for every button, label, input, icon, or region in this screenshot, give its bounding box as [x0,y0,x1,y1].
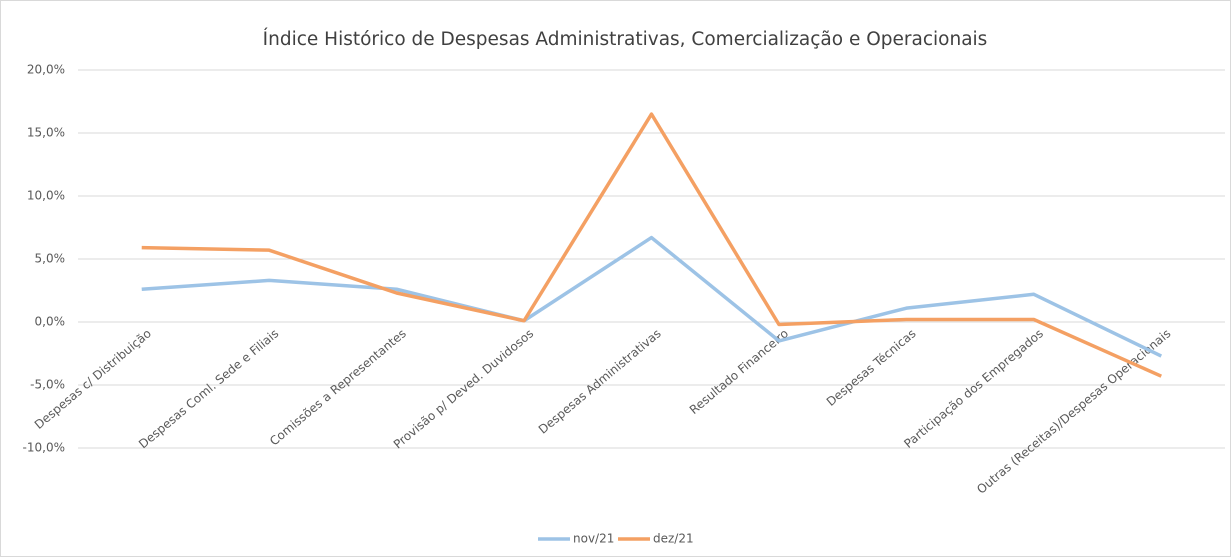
series-line [141,112,1162,378]
y-tick-label: 20,0% [27,63,65,77]
y-tick-label: 10,0% [27,189,65,203]
y-tick-label: 5,0% [35,252,66,266]
legend-label: dez/21 [653,532,694,546]
y-tick-label: 15,0% [27,126,65,140]
chart-title: Índice Histórico de Despesas Administrat… [263,28,988,50]
y-tick-label: 0,0% [35,315,66,329]
legend-label: nov/21 [573,532,614,546]
y-tick-label: -10,0% [23,441,65,455]
y-tick-label: -5,0% [30,378,65,392]
series-line [141,235,1163,358]
